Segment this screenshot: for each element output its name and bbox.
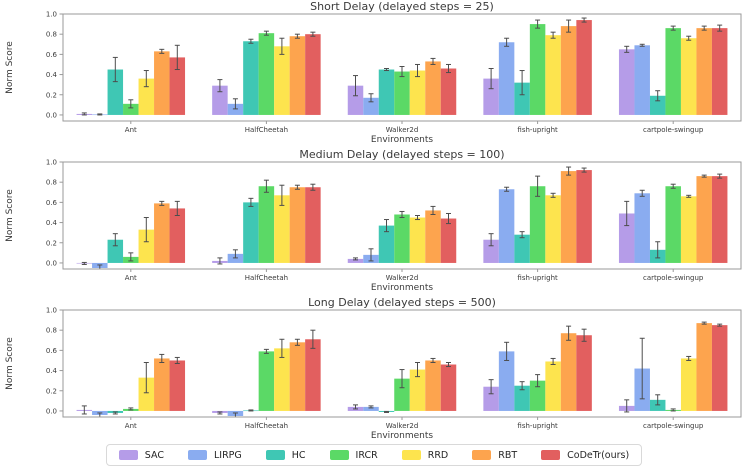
- svg-text:cartpole-swingup: cartpole-swingup: [643, 274, 704, 282]
- legend-item-codetr-ours-: CoDeTr(ours): [541, 450, 629, 461]
- legend-swatch-icon: [265, 450, 285, 460]
- svg-text:Walker2d: Walker2d: [386, 422, 419, 430]
- svg-text:Environments: Environments: [371, 135, 433, 145]
- legend: SAC LIRPG HC IRCR RRD RBT CoDeTr(ours): [105, 444, 643, 466]
- svg-text:fish-upright: fish-upright: [517, 274, 558, 282]
- svg-text:0.6: 0.6: [46, 51, 58, 59]
- svg-text:0.6: 0.6: [46, 347, 58, 355]
- svg-text:Walker2d: Walker2d: [386, 274, 419, 282]
- svg-text:Short Delay (delayed steps = 2: Short Delay (delayed steps = 25): [310, 0, 494, 13]
- chart-long-delay-svg: Long Delay (delayed steps = 500) 0.0 0.2 0.…: [5, 296, 742, 441]
- legend-swatch-icon: [187, 450, 207, 460]
- svg-text:Norm Score: Norm Score: [5, 41, 15, 94]
- legend-label: RRD: [427, 449, 449, 461]
- svg-text:fish-upright: fish-upright: [517, 126, 558, 134]
- chart-long-delay: Long Delay (delayed steps = 500) 0.0 0.2 0.…: [0, 296, 748, 444]
- svg-text:1.0: 1.0: [46, 159, 57, 167]
- chart-short-delay: Short Delay (delayed steps = 25) 0.0 0.2 0.…: [0, 0, 748, 148]
- svg-text:0.8: 0.8: [46, 327, 57, 335]
- svg-text:HalfCheetah: HalfCheetah: [245, 126, 288, 134]
- legend-label: SAC: [144, 449, 164, 461]
- svg-text:cartpole-swingup: cartpole-swingup: [643, 422, 704, 430]
- legend-label: HC: [291, 449, 306, 461]
- svg-text:0.0: 0.0: [46, 407, 57, 415]
- svg-text:cartpole-swingup: cartpole-swingup: [643, 126, 704, 134]
- svg-text:HalfCheetah: HalfCheetah: [245, 274, 288, 282]
- legend-item-rbt: RBT: [472, 450, 517, 461]
- svg-text:Ant: Ant: [125, 274, 137, 282]
- legend-label: RBT: [498, 449, 518, 461]
- svg-text:fish-upright: fish-upright: [517, 422, 558, 430]
- svg-text:0.2: 0.2: [46, 91, 57, 99]
- legend-item-rrd: RRD: [401, 449, 449, 461]
- legend-item-lirpg: LIRPG: [187, 449, 242, 461]
- chart-short-delay-svg: Short Delay (delayed steps = 25) 0.0 0.2 0.…: [5, 0, 742, 145]
- svg-text:1.0: 1.0: [46, 11, 57, 19]
- chart-medium-delay-svg: Medium Delay (delayed steps = 100) 0.0 0.2…: [5, 148, 742, 293]
- svg-text:Ant: Ant: [125, 422, 137, 430]
- svg-text:0.4: 0.4: [46, 367, 58, 375]
- legend-label: CoDeTr(ours): [567, 449, 630, 461]
- legend-swatch-icon: [541, 450, 561, 460]
- svg-text:0.6: 0.6: [46, 199, 58, 207]
- svg-text:0.2: 0.2: [46, 239, 57, 247]
- svg-text:0.4: 0.4: [46, 219, 58, 227]
- chart-medium-delay: Medium Delay (delayed steps = 100) 0.0 0.2…: [0, 148, 748, 296]
- svg-text:Norm Score: Norm Score: [5, 189, 15, 242]
- svg-text:Walker2d: Walker2d: [386, 126, 419, 134]
- legend-label: LIRPG: [213, 449, 242, 461]
- svg-text:Long Delay (delayed steps = 50: Long Delay (delayed steps = 500): [308, 296, 496, 309]
- svg-text:Environments: Environments: [371, 431, 433, 441]
- svg-text:Norm Score: Norm Score: [5, 337, 15, 390]
- svg-text:0.0: 0.0: [46, 259, 57, 267]
- legend-swatch-icon: [401, 450, 421, 460]
- svg-text:1.0: 1.0: [46, 307, 57, 315]
- svg-text:Environments: Environments: [371, 283, 433, 293]
- legend-row: SAC LIRPG HC IRCR RRD RBT CoDeTr(ours): [0, 444, 748, 472]
- legend-item-ircr: IRCR: [329, 449, 378, 461]
- svg-text:0.8: 0.8: [46, 179, 57, 187]
- legend-item-hc: HC: [265, 449, 306, 461]
- svg-text:0.0: 0.0: [46, 111, 57, 119]
- svg-text:0.4: 0.4: [46, 71, 58, 79]
- svg-text:0.2: 0.2: [46, 387, 57, 395]
- legend-item-sac: SAC: [118, 449, 164, 461]
- svg-text:0.8: 0.8: [46, 31, 57, 39]
- svg-text:Medium Delay (delayed steps =: Medium Delay (delayed steps = 100): [299, 148, 504, 161]
- svg-text:Ant: Ant: [125, 126, 137, 134]
- legend-label: IRCR: [355, 449, 378, 461]
- legend-swatch-icon: [329, 450, 349, 460]
- legend-swatch-icon: [118, 450, 138, 460]
- svg-text:HalfCheetah: HalfCheetah: [245, 422, 288, 430]
- legend-swatch-icon: [472, 450, 492, 460]
